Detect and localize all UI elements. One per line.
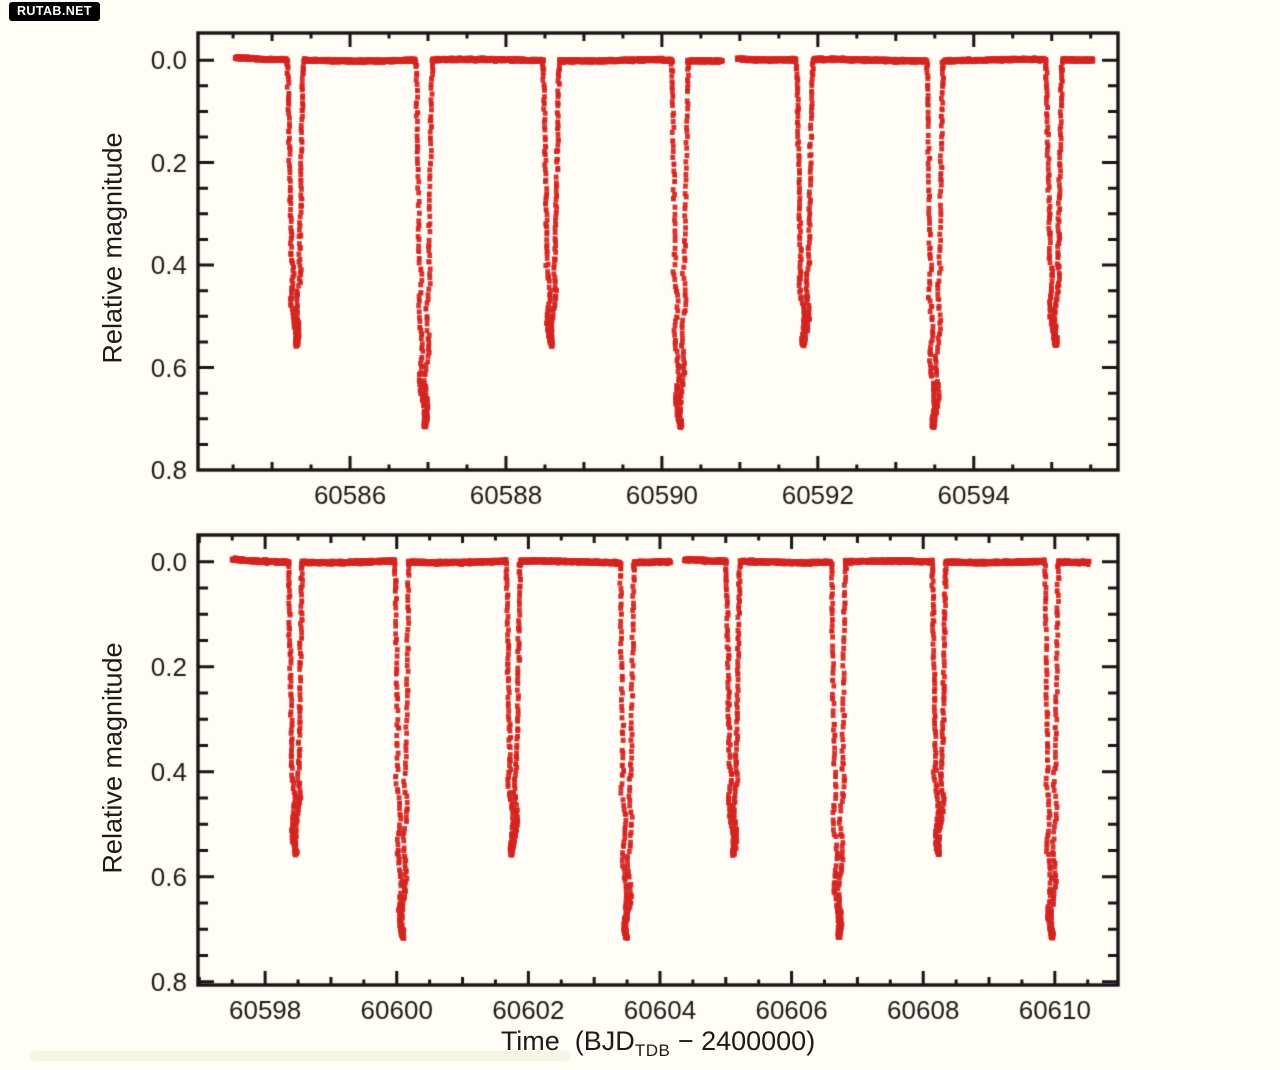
- y-axis-title-bottom-panel: Relative magnitude: [97, 642, 128, 874]
- x-axis-title-subscript: TDB: [634, 1041, 671, 1060]
- x-axis-title-tail: − 2400000): [670, 1026, 816, 1056]
- watermark-badge: RUTAB.NET: [9, 2, 100, 21]
- x-axis-title: Time (BJDTDB − 2400000): [501, 1026, 815, 1061]
- x-axis-title-main: Time (BJD: [500, 1026, 635, 1056]
- bottom-smudge-artifact: [30, 1051, 570, 1061]
- y-axis-title-top-panel: Relative magnitude: [97, 132, 128, 364]
